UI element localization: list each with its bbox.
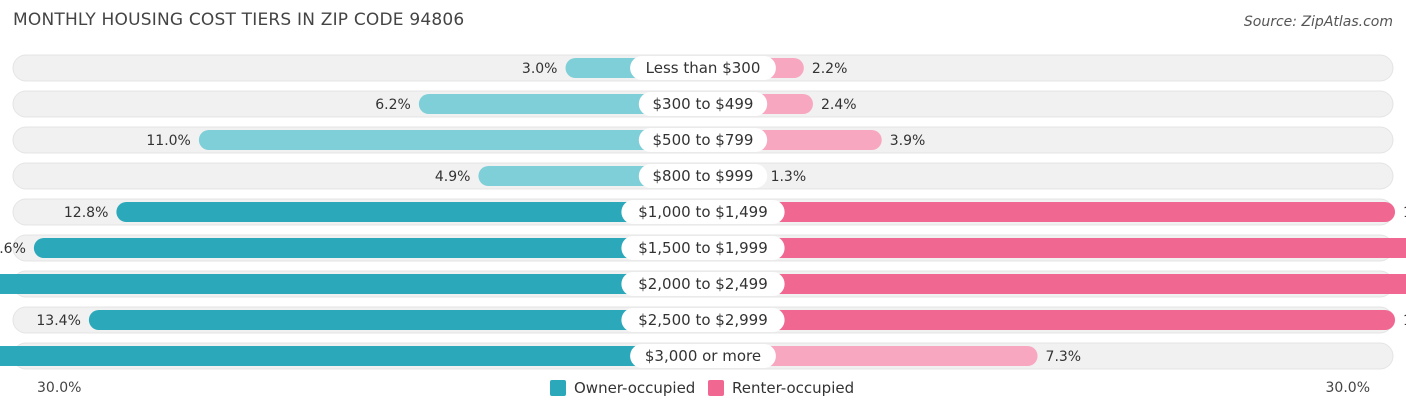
owner-value-label: 11.0%	[146, 133, 190, 149]
owner-value-label: 14.6%	[0, 241, 26, 257]
category-label: $1,500 to $1,999	[638, 239, 768, 257]
legend-label-owner: Owner-occupied	[574, 379, 696, 397]
owner-bar	[0, 274, 703, 294]
renter-bar	[703, 238, 1406, 258]
category-label: Less than $300	[646, 59, 761, 77]
legend: Owner-occupied Renter-occupied	[0, 379, 1406, 399]
owner-bar	[198, 130, 703, 150]
legend-item-owner: Owner-occupied	[550, 379, 695, 397]
chart-title: MONTHLY HOUSING COST TIERS IN ZIP CODE 9…	[13, 10, 465, 30]
category-pill	[621, 200, 785, 224]
category-pill	[630, 344, 776, 368]
owner-value-label: 6.2%	[375, 97, 411, 113]
renter-value-label: 3.9%	[890, 133, 926, 149]
renter-bar	[703, 202, 1396, 222]
owner-value-label: 13.4%	[36, 313, 80, 329]
category-pill	[621, 236, 785, 260]
renter-value-label: 2.2%	[812, 61, 848, 77]
renter-value-label: 15.1%	[1403, 205, 1406, 221]
renter-value-label: 2.4%	[821, 97, 857, 113]
owner-value-label: 4.9%	[435, 169, 471, 185]
category-pill	[638, 164, 768, 188]
category-label: $300 to $499	[653, 95, 754, 113]
diverging-bar-chart: 3.0% 2.2% Less than $300 6.2% 2.4% $300 to $4…	[0, 54, 1406, 370]
owner-value-label: 12.8%	[64, 205, 108, 221]
category-label: $1,000 to $1,499	[638, 203, 768, 221]
legend-label-renter: Renter-occupied	[732, 379, 855, 397]
renter-value-label: 1.3%	[771, 169, 807, 185]
legend-item-renter: Renter-occupied	[708, 379, 854, 397]
category-label: $500 to $799	[653, 131, 754, 149]
owner-value-label: 3.0%	[522, 61, 558, 77]
renter-value-label: 7.3%	[1046, 349, 1082, 365]
renter-value-label: 15.1%	[1403, 313, 1406, 329]
category-label: $3,000 or more	[645, 347, 761, 365]
axis-label-left: 30.0%	[37, 380, 82, 396]
owner-bar	[88, 310, 704, 330]
category-label: $800 to $999	[653, 167, 754, 185]
owner-bar	[116, 202, 704, 222]
renter-bar	[703, 346, 1038, 366]
category-pill	[621, 272, 785, 296]
renter-bar	[703, 274, 1406, 294]
category-pill	[621, 308, 785, 332]
renter-bar	[703, 310, 1396, 330]
category-pill	[638, 128, 768, 152]
legend-swatch-renter	[708, 380, 724, 396]
owner-bar	[418, 94, 703, 114]
legend-swatch-owner	[550, 380, 566, 396]
owner-bar	[33, 238, 703, 258]
category-pill	[638, 92, 768, 116]
axis-label-right: 30.0%	[1325, 380, 1370, 396]
category-label: $2,000 to $2,499	[638, 275, 768, 293]
category-label: $2,500 to $2,999	[638, 311, 768, 329]
category-pill	[630, 56, 776, 80]
source-label: Source: ZipAtlas.com	[1243, 14, 1393, 30]
owner-bar	[0, 346, 703, 366]
